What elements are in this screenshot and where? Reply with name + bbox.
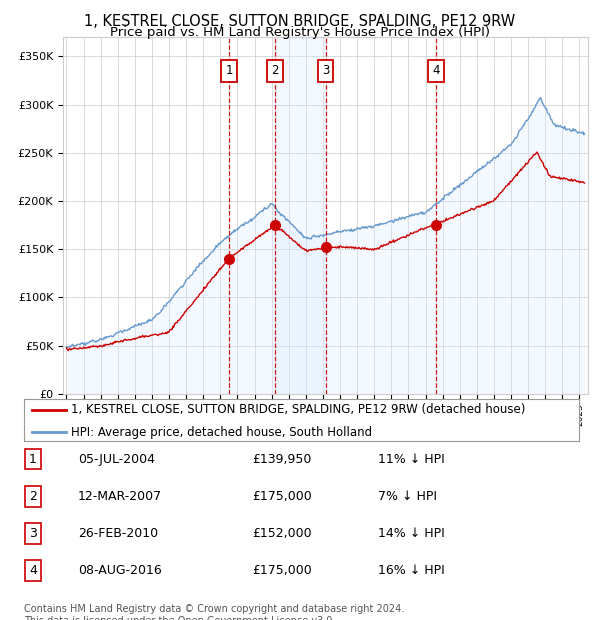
Text: £175,000: £175,000 (252, 490, 312, 503)
Text: 1: 1 (29, 453, 37, 466)
Text: 08-AUG-2016: 08-AUG-2016 (78, 564, 162, 577)
Text: HPI: Average price, detached house, South Holland: HPI: Average price, detached house, Sout… (71, 426, 372, 439)
Text: 2: 2 (271, 64, 278, 78)
Text: £152,000: £152,000 (252, 527, 311, 540)
Text: 3: 3 (29, 527, 37, 540)
Text: 12-MAR-2007: 12-MAR-2007 (78, 490, 162, 503)
Text: 14% ↓ HPI: 14% ↓ HPI (378, 527, 445, 540)
Text: 7% ↓ HPI: 7% ↓ HPI (378, 490, 437, 503)
Bar (275, 37, 326, 394)
Text: Contains HM Land Registry data © Crown copyright and database right 2024.
This d: Contains HM Land Registry data © Crown c… (24, 604, 404, 620)
Text: 05-JUL-2004: 05-JUL-2004 (78, 453, 155, 466)
Text: Price paid vs. HM Land Registry's House Price Index (HPI): Price paid vs. HM Land Registry's House … (110, 26, 490, 39)
Text: 1, KESTREL CLOSE, SUTTON BRIDGE, SPALDING, PE12 9RW (detached house): 1, KESTREL CLOSE, SUTTON BRIDGE, SPALDIN… (71, 404, 526, 416)
Text: £175,000: £175,000 (252, 564, 312, 577)
Text: 3: 3 (322, 64, 329, 78)
Text: 4: 4 (432, 64, 439, 78)
Text: 16% ↓ HPI: 16% ↓ HPI (378, 564, 445, 577)
Text: 4: 4 (29, 564, 37, 577)
Text: 11% ↓ HPI: 11% ↓ HPI (378, 453, 445, 466)
Text: 1, KESTREL CLOSE, SUTTON BRIDGE, SPALDING, PE12 9RW: 1, KESTREL CLOSE, SUTTON BRIDGE, SPALDIN… (85, 14, 515, 29)
Text: 1: 1 (225, 64, 233, 78)
Text: 26-FEB-2010: 26-FEB-2010 (78, 527, 158, 540)
Text: 2: 2 (29, 490, 37, 503)
Text: £139,950: £139,950 (252, 453, 311, 466)
